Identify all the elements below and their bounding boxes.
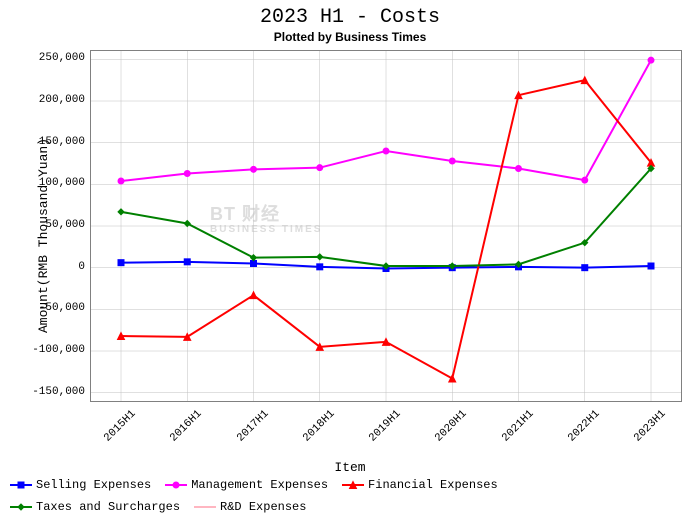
- chart-container: 2023 H1 - Costs Plotted by Business Time…: [0, 0, 700, 524]
- x-tick-label: 2018H1: [293, 408, 337, 452]
- legend-item: Taxes and Surcharges: [10, 498, 180, 516]
- y-tick-label: 50,000: [45, 219, 85, 231]
- legend-label: Selling Expenses: [36, 476, 151, 494]
- legend-item: Financial Expenses: [342, 476, 498, 494]
- y-tick-label: 250,000: [39, 52, 85, 64]
- legend-label: Financial Expenses: [368, 476, 498, 494]
- legend-label: Management Expenses: [191, 476, 328, 494]
- legend-item: Selling Expenses: [10, 476, 151, 494]
- legend-swatch: [194, 500, 216, 514]
- x-tick-label: 2015H1: [95, 408, 139, 452]
- legend-item: Management Expenses: [165, 476, 328, 494]
- x-tick-label: 2021H1: [492, 408, 536, 452]
- x-tick-label: 2022H1: [558, 408, 602, 452]
- legend-swatch: [342, 478, 364, 492]
- legend-swatch: [165, 478, 187, 492]
- y-tick-label: 150,000: [39, 136, 85, 148]
- x-tick-label: 2020H1: [426, 408, 470, 452]
- y-tick-label: -50,000: [39, 302, 85, 314]
- y-tick-label: 0: [78, 261, 85, 273]
- legend-swatch: [10, 478, 32, 492]
- legend-label: Taxes and Surcharges: [36, 498, 180, 516]
- y-tick-label: 200,000: [39, 94, 85, 106]
- chart-title: 2023 H1 - Costs: [0, 6, 700, 29]
- legend-label: R&D Expenses: [220, 498, 306, 516]
- plot-svg: [91, 51, 681, 401]
- y-tick-label: -100,000: [32, 344, 85, 356]
- x-tick-label: 2016H1: [161, 408, 205, 452]
- legend: Selling Expenses Management Expenses Finan…: [10, 476, 690, 520]
- y-tick-label: -150,000: [32, 386, 85, 398]
- x-axis-label: Item: [0, 460, 700, 475]
- chart-subtitle: Plotted by Business Times: [0, 30, 700, 44]
- plot-area: [90, 50, 682, 402]
- legend-item: R&D Expenses: [194, 498, 306, 516]
- x-tick-label: 2023H1: [625, 408, 669, 452]
- legend-swatch: [10, 500, 32, 514]
- y-tick-label: 100,000: [39, 177, 85, 189]
- x-tick-label: 2017H1: [227, 408, 271, 452]
- x-tick-label: 2019H1: [360, 408, 404, 452]
